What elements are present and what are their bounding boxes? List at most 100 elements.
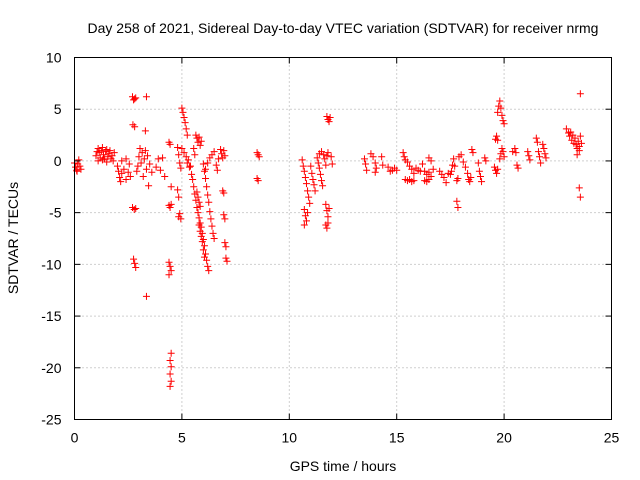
data-point: [193, 203, 201, 211]
data-point: [360, 155, 368, 163]
data-point: [425, 168, 433, 176]
data-point: [185, 163, 193, 171]
data-point: [468, 146, 476, 154]
data-point: [418, 160, 426, 168]
data-point: [573, 151, 581, 159]
data-point: [410, 177, 418, 185]
data-point: [136, 145, 144, 153]
data-point: [571, 134, 579, 142]
data-point: [195, 214, 203, 222]
data-point: [320, 151, 328, 159]
data-point: [457, 151, 465, 159]
y-tick-label: 5: [54, 101, 62, 117]
data-point: [190, 183, 198, 191]
data-point: [327, 153, 335, 161]
data-point: [308, 169, 316, 177]
data-point: [206, 208, 214, 216]
x-tick-labels: 0 5 10 15 20 25: [71, 430, 620, 446]
data-point: [196, 202, 204, 210]
y-tick-label: 10: [46, 50, 62, 66]
data-point: [446, 170, 454, 178]
data-point: [322, 161, 330, 169]
data-point: [493, 169, 501, 177]
data-point: [514, 164, 522, 172]
data-point: [75, 156, 83, 164]
data-point: [161, 172, 169, 180]
data-point: [180, 113, 188, 121]
data-point: [302, 217, 310, 225]
data-point: [132, 94, 140, 102]
data-point: [316, 170, 324, 178]
data-point: [313, 154, 321, 162]
data-point: [167, 200, 175, 208]
data-point: [534, 148, 542, 156]
data-point: [140, 155, 148, 163]
data-point: [500, 153, 508, 161]
data-point: [254, 177, 262, 185]
data-point: [498, 111, 506, 119]
data-point: [103, 158, 111, 166]
data-point: [146, 160, 154, 168]
x-tick-label: 10: [282, 430, 298, 446]
data-point: [116, 173, 124, 181]
data-point: [220, 147, 228, 155]
data-point: [323, 152, 331, 160]
y-tick-label: -5: [49, 205, 62, 221]
data-points: [71, 90, 585, 390]
data-point: [131, 259, 139, 267]
data-point: [371, 168, 379, 176]
data-point: [363, 166, 371, 174]
data-point: [202, 165, 210, 173]
data-point: [494, 136, 502, 144]
data-point: [165, 258, 173, 266]
data-point: [195, 133, 203, 141]
data-point: [304, 187, 312, 195]
data-point: [511, 145, 519, 153]
data-point: [542, 154, 550, 162]
data-point: [174, 186, 182, 194]
data-point: [166, 140, 174, 148]
data-point: [467, 173, 475, 181]
data-point: [174, 143, 182, 151]
data-point: [577, 139, 585, 147]
data-point: [135, 153, 143, 161]
y-tick-label: -15: [41, 308, 61, 324]
data-point: [532, 134, 540, 142]
data-point: [512, 149, 520, 157]
data-point: [222, 243, 230, 251]
data-point: [302, 180, 310, 188]
data-point: [166, 203, 174, 211]
data-point: [525, 152, 533, 160]
data-point: [499, 148, 507, 156]
data-point: [566, 132, 574, 140]
data-point: [306, 199, 314, 207]
data-point: [220, 211, 228, 219]
data-point: [132, 205, 140, 213]
data-point: [130, 206, 138, 214]
data-point: [318, 177, 326, 185]
x-tick-label: 15: [389, 430, 405, 446]
data-point: [500, 120, 508, 128]
data-point: [371, 159, 379, 167]
data-point: [142, 292, 150, 300]
data-point: [198, 238, 206, 246]
data-point: [429, 165, 437, 173]
data-point: [393, 166, 401, 174]
data-point: [214, 155, 222, 163]
data-point: [322, 200, 330, 208]
data-point: [400, 153, 408, 161]
data-point: [166, 382, 174, 390]
y-axis-label: SDTVAR / TECUs: [5, 182, 21, 294]
data-point: [165, 271, 173, 279]
data-point: [94, 157, 102, 165]
data-point: [533, 138, 541, 146]
data-point: [427, 157, 435, 165]
data-point: [447, 167, 455, 175]
data-point: [482, 157, 490, 165]
x-tick-label: 5: [178, 430, 186, 446]
data-point: [540, 145, 548, 153]
data-point: [209, 229, 217, 237]
data-point: [451, 162, 459, 170]
data-point: [526, 156, 534, 164]
data-point: [205, 198, 213, 206]
